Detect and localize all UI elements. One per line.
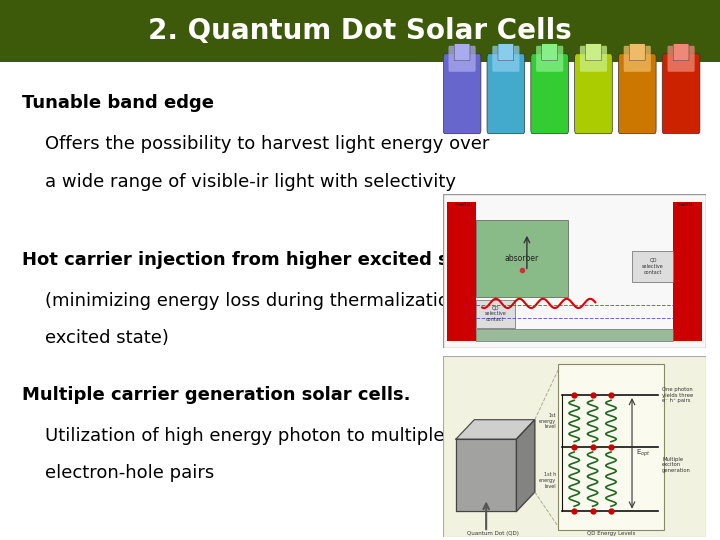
- Text: One photon
yields three
e⁻ h⁺ pairs: One photon yields three e⁻ h⁺ pairs: [662, 387, 693, 403]
- FancyBboxPatch shape: [673, 44, 689, 61]
- FancyBboxPatch shape: [624, 46, 651, 72]
- FancyBboxPatch shape: [575, 54, 612, 134]
- Polygon shape: [516, 420, 535, 511]
- Bar: [0, 0, 720, 62]
- FancyBboxPatch shape: [667, 46, 695, 72]
- FancyBboxPatch shape: [487, 54, 525, 134]
- FancyBboxPatch shape: [498, 44, 514, 61]
- FancyBboxPatch shape: [449, 46, 476, 72]
- Polygon shape: [456, 439, 516, 511]
- Text: 2. Quantum Dot Solar Cells: 2. Quantum Dot Solar Cells: [148, 17, 572, 45]
- Text: Offers the possibility to harvest light energy over: Offers the possibility to harvest light …: [22, 135, 489, 153]
- Bar: [476, 329, 672, 341]
- Text: Tunable band edge: Tunable band edge: [22, 94, 214, 112]
- Text: Utilization of high energy photon to multiple: Utilization of high energy photon to mul…: [22, 427, 444, 444]
- Bar: [476, 300, 515, 328]
- FancyBboxPatch shape: [585, 44, 601, 61]
- Text: QD Energy Levels: QD Energy Levels: [587, 531, 635, 536]
- Text: metal: metal: [455, 202, 473, 207]
- FancyBboxPatch shape: [580, 46, 607, 72]
- Text: (minimizing energy loss during thermalization of: (minimizing energy loss during thermaliz…: [22, 292, 483, 309]
- FancyBboxPatch shape: [531, 54, 569, 134]
- FancyBboxPatch shape: [541, 44, 557, 61]
- Bar: [672, 202, 702, 341]
- Text: a wide range of visible-ir light with selectivity: a wide range of visible-ir light with se…: [22, 173, 456, 191]
- Text: Hot carrier injection from higher excited state: Hot carrier injection from higher excite…: [22, 251, 490, 269]
- Text: absorber: absorber: [505, 254, 539, 263]
- FancyBboxPatch shape: [662, 54, 700, 134]
- Text: Multiple
exciton
generation: Multiple exciton generation: [662, 457, 691, 473]
- Text: Quantum Dot (QD): Quantum Dot (QD): [467, 531, 518, 536]
- Text: 1st
energy
level: 1st energy level: [539, 413, 556, 429]
- Text: 1st h
energy
level: 1st h energy level: [539, 472, 556, 489]
- Bar: [559, 364, 664, 530]
- FancyBboxPatch shape: [444, 54, 481, 134]
- Bar: [476, 220, 567, 297]
- FancyBboxPatch shape: [618, 54, 656, 134]
- FancyBboxPatch shape: [536, 46, 563, 72]
- Bar: [632, 251, 672, 282]
- Text: Multiple carrier generation solar cells.: Multiple carrier generation solar cells.: [22, 386, 410, 404]
- FancyBboxPatch shape: [629, 44, 645, 61]
- Text: excited state): excited state): [22, 329, 168, 347]
- Text: QD
selective
contact: QD selective contact: [485, 306, 506, 322]
- Text: E$_{opt}$: E$_{opt}$: [636, 448, 651, 459]
- FancyBboxPatch shape: [492, 46, 519, 72]
- Text: QD
selective
contact: QD selective contact: [642, 258, 664, 274]
- FancyBboxPatch shape: [454, 44, 470, 61]
- Text: electron-hole pairs: electron-hole pairs: [22, 464, 214, 482]
- Text: metal: metal: [677, 202, 695, 207]
- Bar: [446, 202, 476, 341]
- Polygon shape: [456, 420, 535, 439]
